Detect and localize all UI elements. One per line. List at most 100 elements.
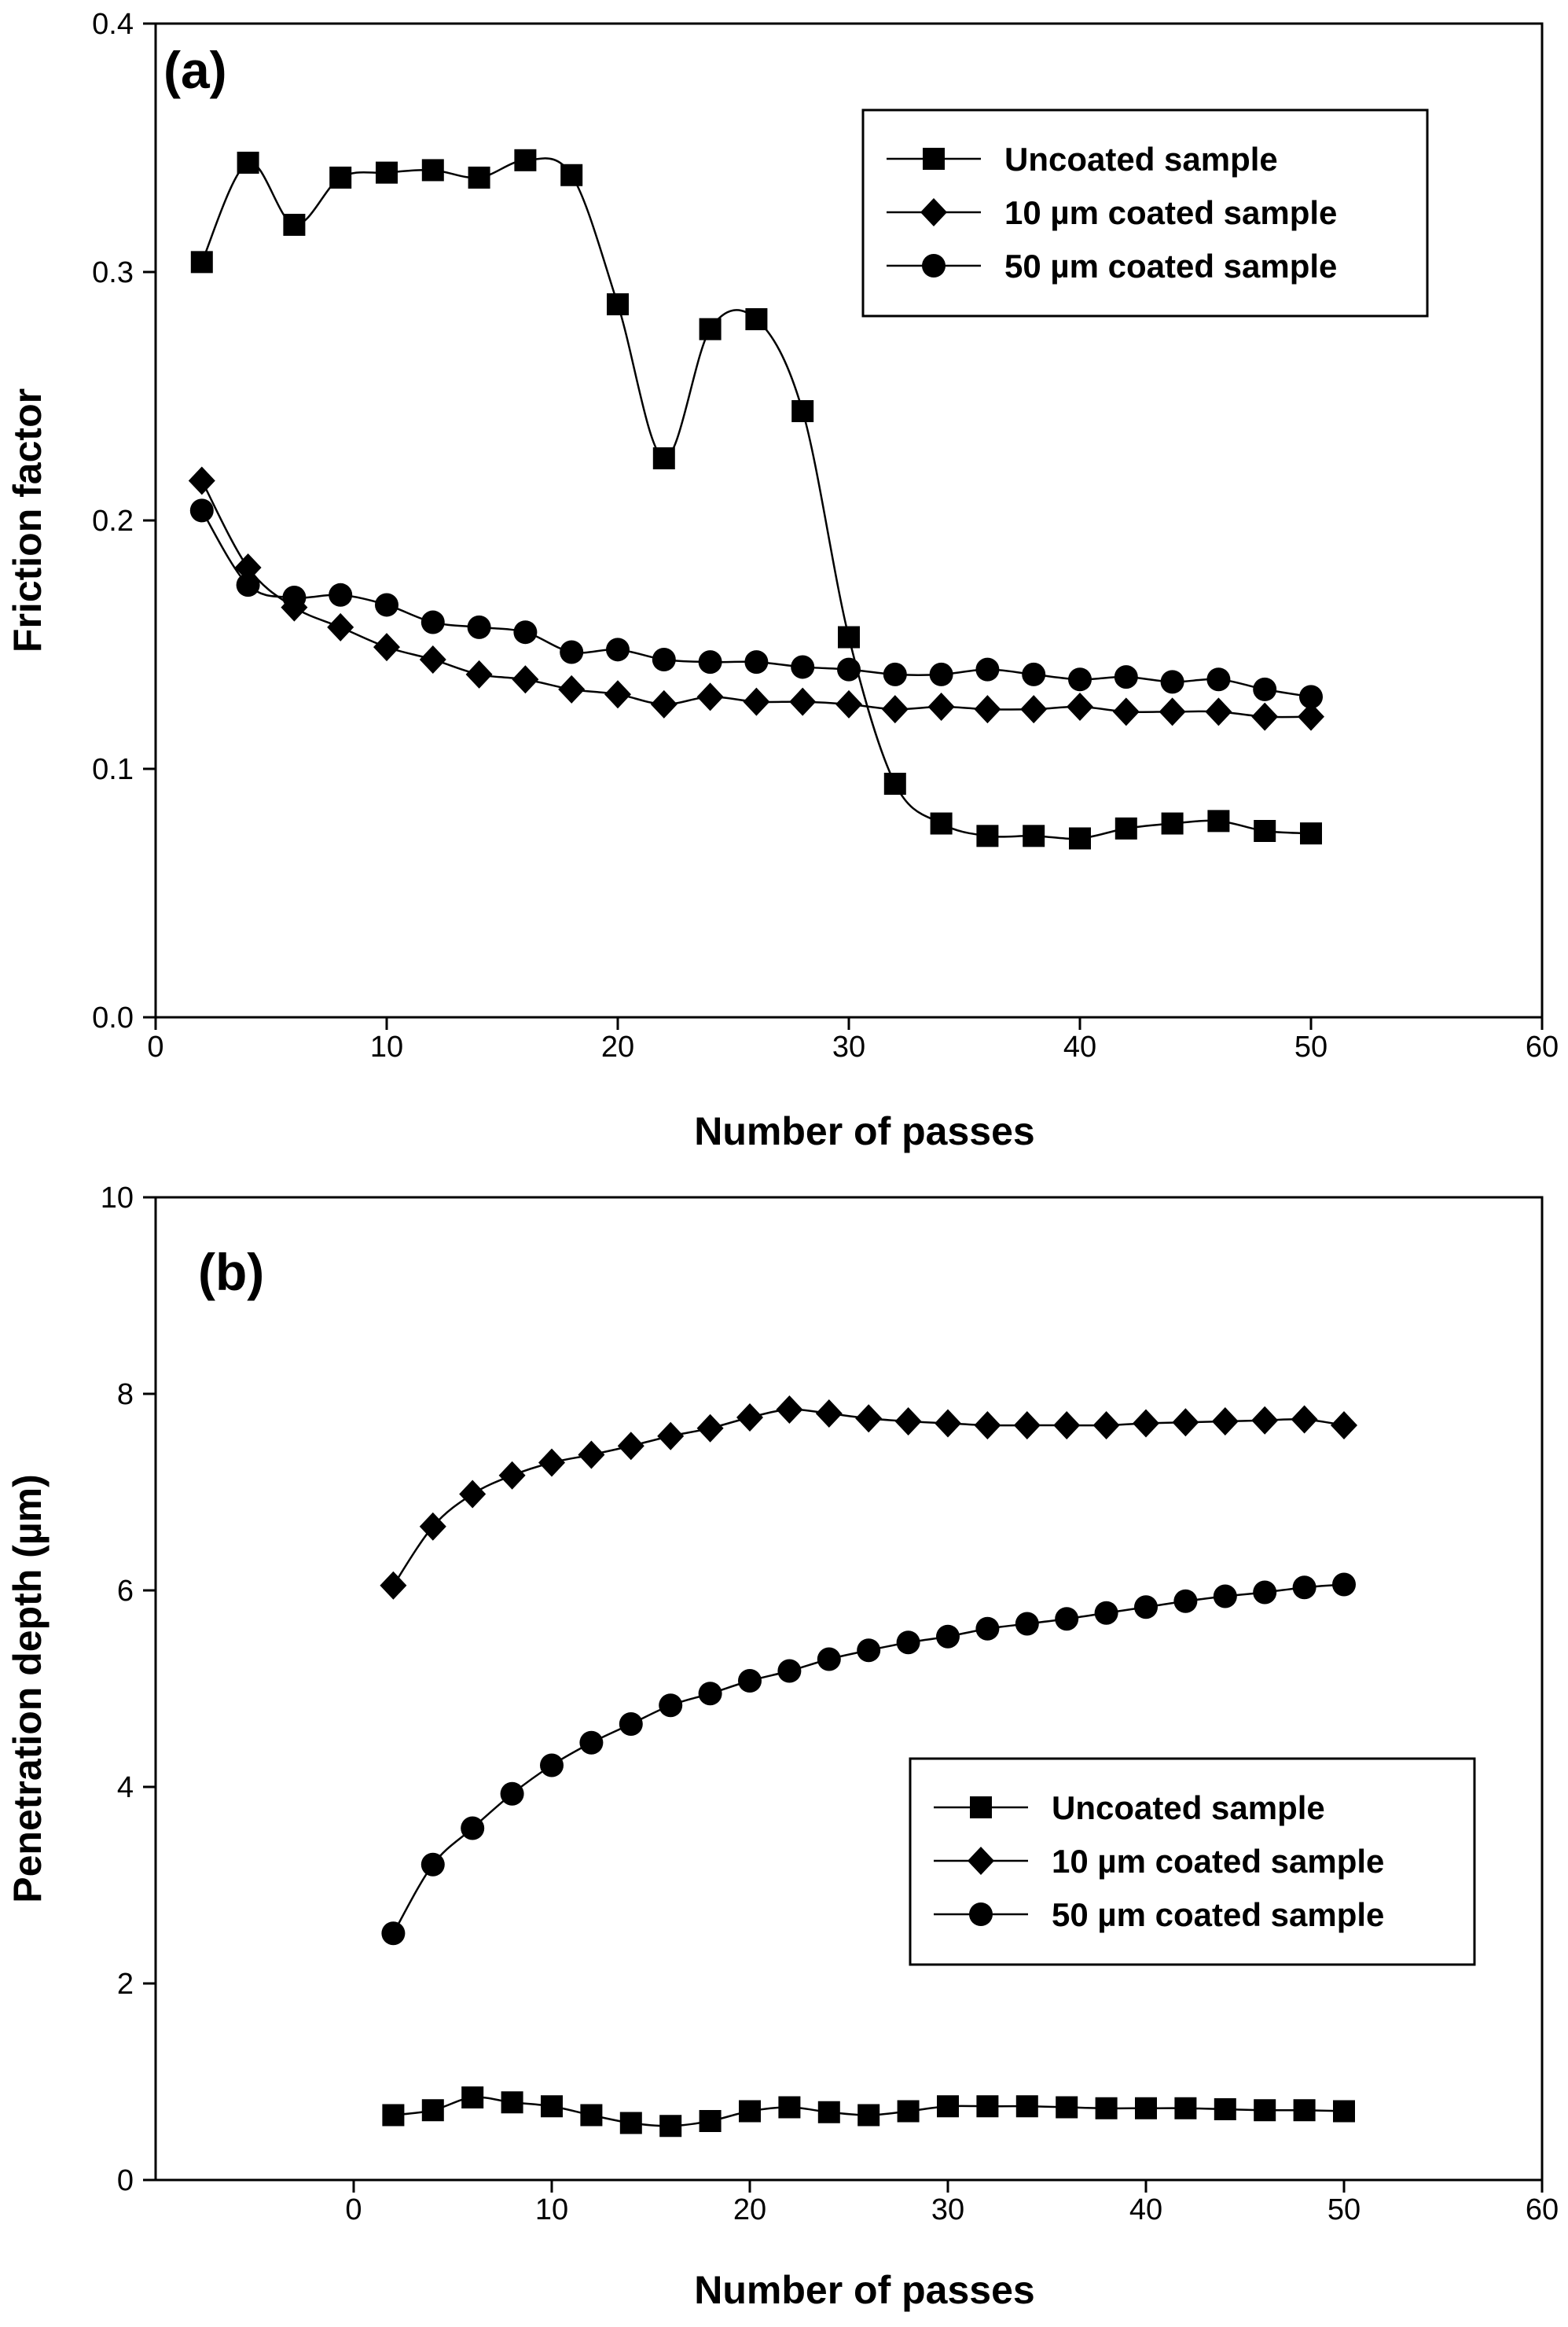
data-point bbox=[421, 2099, 444, 2122]
data-point bbox=[578, 1440, 605, 1469]
y-tick-label: 4 bbox=[117, 1771, 134, 1804]
legend-marker bbox=[970, 1796, 992, 1818]
data-point bbox=[373, 633, 400, 662]
data-point bbox=[1161, 812, 1184, 835]
panel-label: (b) bbox=[198, 1243, 264, 1301]
data-point bbox=[1253, 1580, 1277, 1605]
data-point bbox=[696, 1413, 724, 1443]
data-point bbox=[1094, 1601, 1118, 1625]
data-point bbox=[459, 1480, 487, 1509]
data-point bbox=[558, 675, 586, 704]
series-diamond bbox=[188, 466, 1324, 731]
data-point bbox=[1092, 1411, 1120, 1439]
data-point bbox=[606, 638, 630, 662]
data-point bbox=[657, 1421, 685, 1450]
x-axis-title: Number of passes bbox=[694, 1109, 1034, 1153]
data-point bbox=[815, 1399, 843, 1428]
data-point bbox=[835, 689, 862, 719]
data-point bbox=[538, 1448, 565, 1477]
data-point bbox=[540, 1753, 564, 1777]
data-point bbox=[1251, 702, 1279, 731]
data-point bbox=[1013, 1411, 1041, 1439]
data-point bbox=[1055, 1607, 1079, 1631]
legend-marker bbox=[922, 254, 946, 278]
data-point bbox=[1053, 1411, 1081, 1439]
data-point bbox=[1254, 2099, 1276, 2122]
data-point bbox=[236, 573, 260, 597]
data-point bbox=[789, 687, 817, 716]
x-tick-label: 50 bbox=[1294, 1031, 1327, 1064]
data-point bbox=[1174, 2097, 1197, 2119]
data-point bbox=[883, 772, 906, 795]
data-point bbox=[937, 2095, 959, 2118]
plot-frame bbox=[154, 1196, 1544, 2182]
data-point bbox=[1114, 817, 1137, 840]
data-point bbox=[1254, 820, 1276, 842]
legend-entry: Uncoated sample bbox=[1004, 141, 1278, 178]
data-point bbox=[857, 1638, 881, 1663]
data-point bbox=[855, 1404, 883, 1433]
y-tick-label: 0.3 bbox=[92, 256, 134, 289]
data-point bbox=[541, 2095, 563, 2118]
data-point bbox=[375, 593, 398, 617]
data-point bbox=[234, 553, 262, 583]
data-point bbox=[777, 1659, 802, 1683]
data-point bbox=[744, 650, 769, 675]
x-tick-label: 0 bbox=[345, 2193, 362, 2226]
data-point bbox=[652, 447, 675, 469]
data-point bbox=[817, 2101, 840, 2123]
data-point bbox=[1292, 1575, 1316, 1600]
data-point bbox=[514, 149, 537, 171]
data-point bbox=[327, 612, 354, 641]
data-point bbox=[778, 2096, 801, 2119]
data-point bbox=[617, 1432, 644, 1461]
data-point bbox=[1205, 697, 1232, 726]
data-point bbox=[1133, 1409, 1159, 1438]
series-diamond bbox=[380, 1395, 1357, 1600]
data-point bbox=[579, 1730, 604, 1755]
data-point bbox=[1022, 662, 1046, 686]
data-point bbox=[465, 660, 493, 689]
data-point bbox=[467, 615, 491, 639]
data-point bbox=[283, 213, 306, 236]
data-point bbox=[1023, 825, 1045, 847]
data-point bbox=[1135, 2097, 1157, 2119]
data-point bbox=[1095, 2097, 1118, 2119]
data-point bbox=[580, 2104, 603, 2127]
x-tick-label: 50 bbox=[1327, 2193, 1361, 2226]
legend-entry: 50 µm coated sample bbox=[1004, 248, 1337, 285]
data-point bbox=[739, 2100, 761, 2123]
legend-entry: 50 µm coated sample bbox=[1052, 1896, 1384, 1933]
data-point bbox=[1253, 677, 1277, 701]
data-point bbox=[738, 1669, 762, 1693]
data-point bbox=[381, 1921, 406, 1946]
x-tick-label: 20 bbox=[601, 1031, 634, 1064]
y-tick-label: 2 bbox=[117, 1968, 134, 2001]
series-square bbox=[382, 2086, 1355, 2138]
data-point bbox=[421, 159, 444, 182]
data-point bbox=[975, 657, 1000, 682]
data-point bbox=[1333, 2100, 1355, 2123]
legend: Uncoated sample 10 µm coated sample 50 µm … bbox=[909, 1757, 1476, 1966]
data-point bbox=[1069, 827, 1091, 850]
series-circle bbox=[381, 1572, 1356, 1946]
y-axis-title: Penetration depth (µm) bbox=[6, 1474, 50, 1902]
data-point bbox=[1251, 1406, 1279, 1435]
x-tick-label: 30 bbox=[931, 2193, 964, 2226]
data-point bbox=[1211, 1407, 1239, 1436]
y-tick-label: 0 bbox=[117, 2164, 134, 2197]
data-point bbox=[329, 166, 352, 189]
x-tick-label: 60 bbox=[1526, 2193, 1559, 2226]
data-point bbox=[1112, 697, 1140, 726]
data-point bbox=[1015, 1612, 1039, 1636]
x-tick-label: 40 bbox=[1063, 1031, 1096, 1064]
data-point bbox=[619, 1712, 643, 1736]
data-point bbox=[791, 399, 814, 422]
data-point bbox=[461, 1816, 485, 1840]
series-line bbox=[392, 1408, 1345, 1586]
data-point bbox=[976, 825, 999, 847]
data-point bbox=[1160, 670, 1184, 694]
data-point bbox=[745, 308, 768, 331]
data-point bbox=[607, 293, 629, 316]
